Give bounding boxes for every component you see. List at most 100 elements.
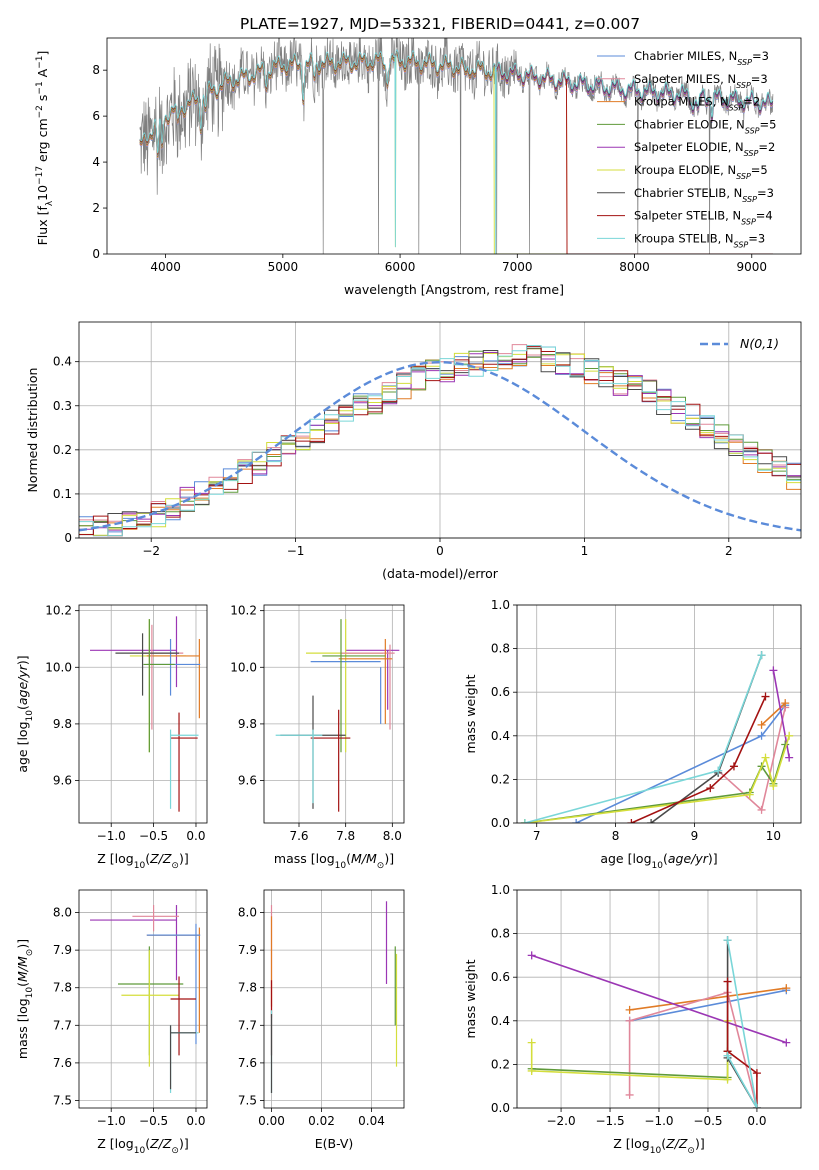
x-tick-label: 1 xyxy=(581,544,589,558)
panel-spectrum: 4000 5000 6000 7000 8000 9000 0 2 4 6 8 wavelength … xyxy=(35,37,802,297)
y-tick-label: 1.0 xyxy=(491,598,510,612)
weight-point-salpeter-elodie xyxy=(527,951,536,960)
weight-point-salpeter-stelib xyxy=(627,819,636,823)
y-tick-label: 0.4 xyxy=(53,355,72,369)
x-tick-label: 7000 xyxy=(502,260,533,274)
weight-point-salpeter-stelib xyxy=(723,977,732,986)
spectrum-axes: 4000 5000 6000 7000 8000 9000 0 2 4 6 8 wavelength … xyxy=(35,37,802,297)
x-tick-label: 0.02 xyxy=(308,1114,335,1128)
panel-weight-vs-age: 7 8 9 10 0.0 0.2 0.4 0.6 0.8 1.0 age [log10(age/yr… xyxy=(463,598,802,871)
weight-line-salpeter-elodie xyxy=(531,954,787,1044)
panel-age-vs-Z: −1.0 −0.5 0.0 9.6 9.8 10.0 10.2 Z [log10(Z/Z⊙)]… xyxy=(15,604,208,871)
y-tick-label: 7.8 xyxy=(53,981,72,995)
x-tick-label: 9000 xyxy=(736,260,767,274)
mass-vs-Z-frame xyxy=(78,889,208,1109)
y-tick-label: 6 xyxy=(92,109,100,123)
y-tick-label: 9.8 xyxy=(238,717,257,731)
model-line-kroupa-stelib xyxy=(139,49,774,254)
age-vs-mass-axes: 7.6 7.8 8.0 9.6 9.8 10.0 10.2 mass [log10(M/M⊙)… xyxy=(230,604,405,871)
age-vs-Z-plot-area xyxy=(90,616,201,812)
y-tick-label: 0.6 xyxy=(491,685,510,699)
spectrum-y-label: Flux [fλ10−17 erg cm−2 s−1 A−1] xyxy=(35,51,55,246)
figure-title: PLATE=1927, MJD=53321, FIBERID=0441, z=0… xyxy=(240,15,640,33)
y-tick-label: 10.0 xyxy=(230,660,257,674)
weight-point-kroupa-miles xyxy=(625,1005,634,1014)
x-tick-label: 8000 xyxy=(619,260,650,274)
weight-point-kroupa-elodie xyxy=(527,1066,536,1075)
spectrum-plot-area xyxy=(139,38,774,254)
y-tick-label: 0.4 xyxy=(491,1014,510,1028)
weight-point-salpeter-stelib xyxy=(761,692,770,701)
weight-vs-Z-x-label: Z [log10(Z/Z⊙)] xyxy=(613,1136,704,1156)
x-tick-label: 0.00 xyxy=(258,1114,285,1128)
panel-mass-vs-ebv: 0.00 0.02 0.04 7.5 7.6 7.7 7.8 7.9 8.0 E(B-V) xyxy=(238,889,405,1151)
panel-weight-vs-Z: −2.0 −1.5 −1.0 −0.5 0.0 0.0 0.2 0.4 0.6 0.8 1.0 Z [… xyxy=(463,883,802,1156)
weight-vs-Z-y-label: mass weight xyxy=(463,959,478,1038)
x-tick-label: −1 xyxy=(287,544,305,558)
y-tick-label: 0.0 xyxy=(491,1101,510,1115)
weight-vs-Z-plot-area xyxy=(527,936,791,1108)
weight-point-salpeter-stelib xyxy=(752,1069,761,1078)
legend-label-salpeter-stelib: Salpeter STELIB, NSSP=4 xyxy=(634,209,773,227)
weight-point-kroupa-elodie xyxy=(785,731,794,740)
y-tick-label: 0.0 xyxy=(491,816,510,830)
y-tick-label: 0.2 xyxy=(491,772,510,786)
panel-mass-vs-Z: −1.0 −0.5 0.0 7.5 7.6 7.7 7.8 7.9 8.0 Z [log10(Z/… xyxy=(15,889,208,1156)
weight-line-kroupa-miles xyxy=(761,702,786,726)
weight-point-salpeter-elodie xyxy=(785,753,794,762)
y-tick-label: 7.8 xyxy=(238,981,257,995)
weight-line-salpeter-stelib xyxy=(631,696,767,823)
y-tick-label: 7.6 xyxy=(238,1056,257,1070)
weight-point-salpeter-miles xyxy=(625,1090,634,1099)
legend-label-chabrier-elodie: Chabrier ELODIE, NSSP=5 xyxy=(634,117,776,135)
x-tick-label: 0.0 xyxy=(186,829,205,843)
x-tick-label: 0.04 xyxy=(358,1114,385,1128)
x-tick-label: −1.0 xyxy=(97,1114,126,1128)
weight-point-salpeter-stelib xyxy=(729,762,738,771)
weight-vs-Z-frame xyxy=(516,889,802,1109)
weight-point-kroupa-elodie xyxy=(527,1038,536,1047)
weight-point-salpeter-miles xyxy=(625,1016,634,1025)
legend-label-salpeter-miles: Salpeter MILES, NSSP=3 xyxy=(634,72,768,90)
x-tick-label: 0 xyxy=(436,544,444,558)
legend-label-salpeter-elodie: Salpeter ELODIE, NSSP=2 xyxy=(634,140,775,158)
age-vs-mass-plot-area xyxy=(275,619,400,812)
weight-line-salpeter-stelib xyxy=(726,981,758,1108)
weight-point-kroupa-miles xyxy=(782,984,791,993)
x-tick-label: −2.0 xyxy=(546,1114,575,1128)
y-tick-label: 0.2 xyxy=(53,443,72,457)
x-tick-label: −0.5 xyxy=(139,829,168,843)
y-tick-label: 9.6 xyxy=(53,774,72,788)
y-tick-label: 0.3 xyxy=(53,399,72,413)
y-tick-label: 4 xyxy=(92,155,100,169)
y-tick-label: 0.8 xyxy=(491,927,510,941)
age-vs-Z-frame xyxy=(78,604,208,824)
weight-point-chabrier-miles xyxy=(757,731,766,740)
y-tick-label: 7.5 xyxy=(53,1093,72,1107)
weight-point-kroupa-miles xyxy=(757,720,766,729)
x-tick-label: −2 xyxy=(142,544,160,558)
spectrum-x-label: wavelength [Angstrom, rest frame] xyxy=(344,282,564,297)
age-vs-mass-frame xyxy=(263,604,405,824)
y-tick-label: 9.6 xyxy=(238,774,257,788)
y-tick-label: 0.8 xyxy=(491,642,510,656)
mass-vs-Z-plot-area xyxy=(90,905,201,1093)
spectrum-frame xyxy=(106,37,802,255)
x-tick-label: 7.8 xyxy=(336,829,355,843)
mass-vs-Z-axes: −1.0 −0.5 0.0 7.5 7.6 7.7 7.8 7.9 8.0 Z [log10(Z/… xyxy=(15,889,208,1156)
histogram-kroupa-stelib xyxy=(79,345,801,537)
weight-point-kroupa-elodie xyxy=(723,1075,732,1084)
weight-vs-age-plot-area xyxy=(520,651,794,823)
observed-spectrum-line xyxy=(139,38,774,254)
x-tick-label: −1.0 xyxy=(97,829,126,843)
y-tick-label: 10.0 xyxy=(45,660,72,674)
weight-vs-age-x-label: age [log10(age/yr)] xyxy=(600,851,717,871)
residuals-y-label: Normed distribution xyxy=(25,368,40,493)
x-tick-label: 7.6 xyxy=(289,829,308,843)
plots-layer: 4000 5000 6000 7000 8000 9000 0 2 4 6 8 wavelength … xyxy=(15,37,802,1156)
x-tick-label: −1.5 xyxy=(595,1114,624,1128)
residuals-plot-area xyxy=(79,344,801,537)
y-tick-label: 7.9 xyxy=(238,943,257,957)
age-vs-Z-x-label: Z [log10(Z/Z⊙)] xyxy=(97,851,188,871)
